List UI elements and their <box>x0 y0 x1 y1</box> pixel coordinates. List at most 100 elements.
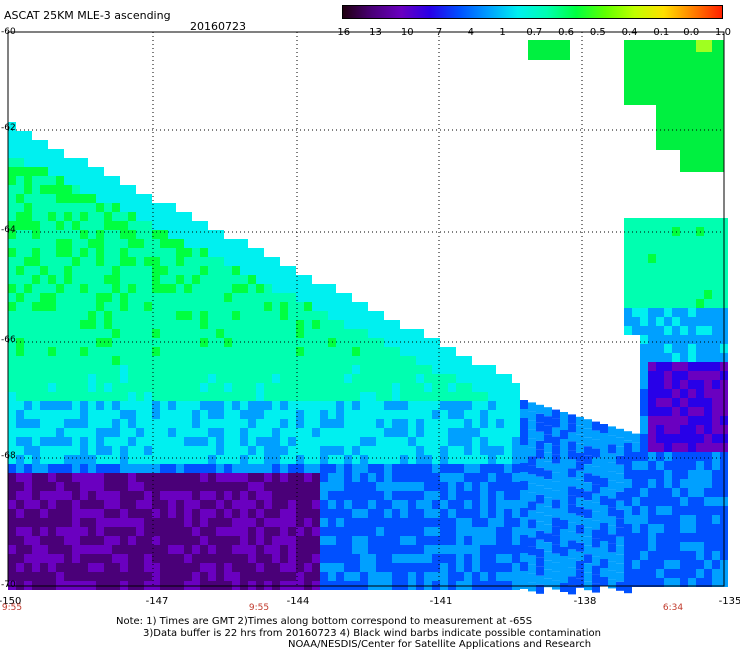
wind-cell <box>704 263 712 272</box>
wind-cell <box>520 526 528 535</box>
wind-cell <box>56 554 64 563</box>
wind-cell <box>248 347 256 356</box>
wind-cell <box>264 392 272 401</box>
wind-cell <box>552 427 560 437</box>
wind-cell <box>16 320 24 329</box>
wind-cell <box>80 320 88 329</box>
wind-cell <box>680 317 688 326</box>
wind-cell <box>152 374 160 383</box>
wind-cell <box>632 578 640 587</box>
wind-cell <box>48 518 56 527</box>
wind-cell <box>376 518 384 527</box>
wind-cell <box>48 266 56 275</box>
wind-cell <box>128 572 136 581</box>
wind-cell <box>672 362 680 371</box>
wind-cell <box>624 272 632 281</box>
wind-cell <box>312 365 320 374</box>
wind-cell <box>216 320 224 329</box>
wind-cell <box>88 203 96 212</box>
wind-cell <box>72 293 80 302</box>
wind-cell <box>648 452 656 461</box>
wind-cell <box>584 527 592 537</box>
wind-cell <box>96 554 104 563</box>
wind-cell <box>376 374 384 383</box>
wind-cell <box>24 419 32 428</box>
wind-cell <box>64 167 72 176</box>
wind-cell <box>648 542 656 551</box>
wind-cell <box>224 536 232 545</box>
wind-cell <box>96 167 104 176</box>
wind-cell <box>648 218 656 227</box>
wind-cell <box>144 275 152 284</box>
wind-cell <box>504 491 512 500</box>
wind-cell <box>104 212 112 221</box>
wind-cell <box>104 374 112 383</box>
y-tick-label: -62 <box>1 123 16 133</box>
wind-cell <box>328 554 336 563</box>
wind-cell <box>136 491 144 500</box>
wind-cell <box>688 560 696 569</box>
wind-cell <box>704 335 712 344</box>
wind-cell <box>32 356 40 365</box>
wind-cell <box>112 410 120 419</box>
wind-cell <box>680 497 688 506</box>
wind-cell <box>688 281 696 290</box>
wind-cell <box>416 437 424 446</box>
wind-cell <box>600 532 608 541</box>
wind-cell <box>216 329 224 338</box>
wind-cell <box>568 441 576 451</box>
wind-cell <box>688 263 696 272</box>
wind-cell <box>480 518 488 527</box>
wind-cell <box>8 509 16 518</box>
wind-cell <box>8 176 16 185</box>
wind-cell <box>680 254 688 263</box>
wind-cell <box>712 497 720 506</box>
wind-cell <box>224 518 232 527</box>
wind-cell <box>608 516 616 526</box>
wind-cell <box>312 464 320 473</box>
wind-cell <box>160 545 168 554</box>
wind-cell <box>80 347 88 356</box>
wind-cell <box>400 347 408 356</box>
wind-cell <box>120 347 128 356</box>
wind-cell <box>240 410 248 419</box>
wind-cell <box>224 500 232 509</box>
wind-cell <box>256 572 264 581</box>
wind-cell <box>376 437 384 446</box>
wind-cell <box>48 482 56 491</box>
wind-cell <box>392 356 400 365</box>
wind-cell <box>216 473 224 482</box>
wind-cell <box>480 482 488 491</box>
wind-cell <box>352 545 360 554</box>
wind-cell <box>80 455 88 464</box>
wind-cell <box>320 554 328 563</box>
wind-cell <box>144 554 152 563</box>
wind-cell <box>400 518 408 527</box>
wind-cell <box>96 518 104 527</box>
wind-cell <box>440 365 448 374</box>
wind-cell <box>712 461 720 470</box>
wind-cell <box>176 563 184 572</box>
wind-cell <box>176 329 184 338</box>
wind-cell <box>304 563 312 572</box>
wind-cell <box>144 257 152 266</box>
wind-cell <box>232 563 240 572</box>
wind-cell <box>472 509 480 518</box>
wind-cell <box>712 452 720 461</box>
wind-cell <box>192 239 200 248</box>
wind-cell <box>344 320 352 329</box>
wind-cell <box>432 464 440 473</box>
wind-cell <box>456 491 464 500</box>
wind-cell <box>64 158 72 167</box>
wind-cell <box>536 521 544 531</box>
wind-cell <box>120 365 128 374</box>
wind-cell <box>536 404 544 414</box>
wind-cell <box>688 506 696 515</box>
wind-cell <box>200 329 208 338</box>
wind-cell <box>592 511 600 521</box>
wind-cell <box>320 383 328 392</box>
wind-cell <box>432 410 440 419</box>
wind-cell <box>648 506 656 515</box>
wind-cell <box>416 572 424 581</box>
wind-cell <box>112 266 120 275</box>
